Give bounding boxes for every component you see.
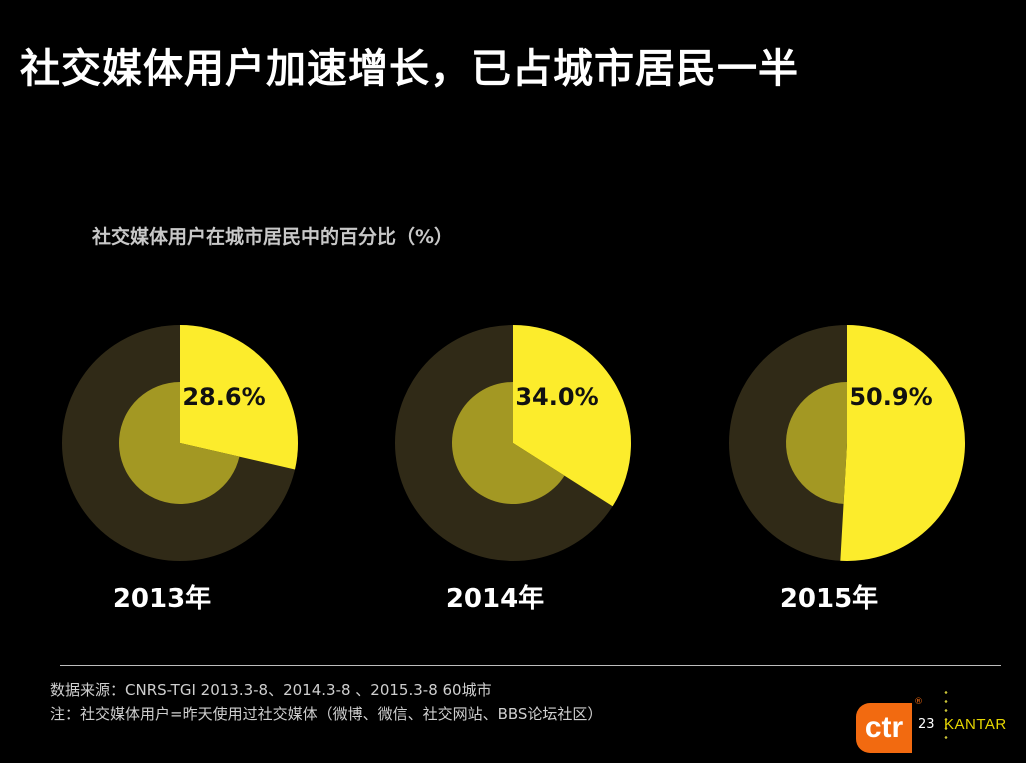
definition-note: 注：社交媒体用户=昨天使用过社交媒体（微博、微信、社交网站、BBS论坛社区） [50, 705, 603, 723]
pie-chart-0: 28.6% 2013年 [62, 325, 298, 614]
data-label: 50.9% [849, 383, 932, 411]
kantar-logo: KANTAR [944, 716, 1007, 733]
year-label: 2015年 [780, 583, 878, 614]
data-label: 28.6% [182, 383, 265, 411]
kantar-dots-icon [944, 688, 948, 744]
year-label: 2013年 [113, 583, 211, 614]
source-note: 数据来源：CNRS-TGI 2013.3-8、2014.3-8 、2015.3-… [50, 681, 492, 699]
page-number: 23 [918, 717, 935, 732]
pie-charts: 28.6% 2013年 34.0% 2014年 50.9% 2015年 [62, 325, 965, 614]
footer-divider [60, 665, 1001, 666]
pie-slice [513, 325, 632, 507]
year-label: 2014年 [446, 583, 544, 614]
pie-slice [840, 325, 965, 561]
registered-mark: ® [914, 697, 923, 707]
pie-chart-1: 34.0% 2014年 [395, 325, 632, 614]
chart-title: 社交媒体用户在城市居民中的百分比（%） [92, 226, 454, 248]
pie-chart-2: 50.9% 2015年 [729, 325, 965, 614]
pie-center [785, 382, 847, 504]
page-title: 社交媒体用户加速增长，已占城市居民一半 [20, 46, 799, 92]
pie-center [452, 381, 565, 504]
ctr-logo: ctr [856, 703, 912, 753]
pie-center [118, 382, 240, 504]
data-label: 34.0% [515, 383, 598, 411]
pie-slice [180, 325, 298, 470]
